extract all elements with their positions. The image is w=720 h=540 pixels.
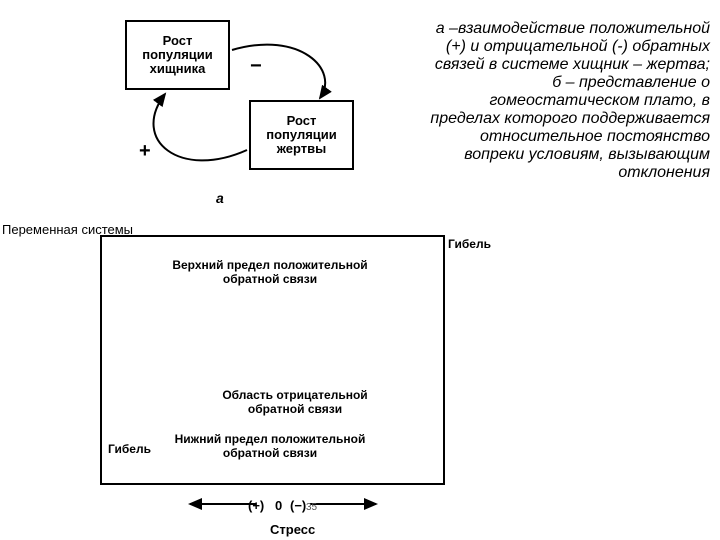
scale-zero: 0 bbox=[275, 498, 282, 513]
gibel-bottom: Гибель bbox=[108, 442, 151, 456]
neg-region: Область отрицательной обратной связи bbox=[210, 388, 380, 416]
y-axis-label: Переменная системы bbox=[2, 222, 133, 237]
scale-minus: (−) bbox=[290, 498, 306, 513]
gibel-top: Гибель bbox=[448, 237, 491, 251]
page-num: 35 bbox=[306, 502, 317, 513]
scale-plus: (+) bbox=[248, 498, 264, 513]
x-axis-label: Стресс bbox=[270, 522, 315, 537]
caption: а –взаимодействие положительной (+) и от… bbox=[430, 20, 710, 182]
lower-limit: Нижний предел положительной обратной свя… bbox=[155, 432, 385, 460]
upper-limit: Верхний предел положительной обратной св… bbox=[155, 258, 385, 286]
arrow-plus bbox=[154, 94, 247, 160]
arrow-minus bbox=[232, 45, 325, 98]
